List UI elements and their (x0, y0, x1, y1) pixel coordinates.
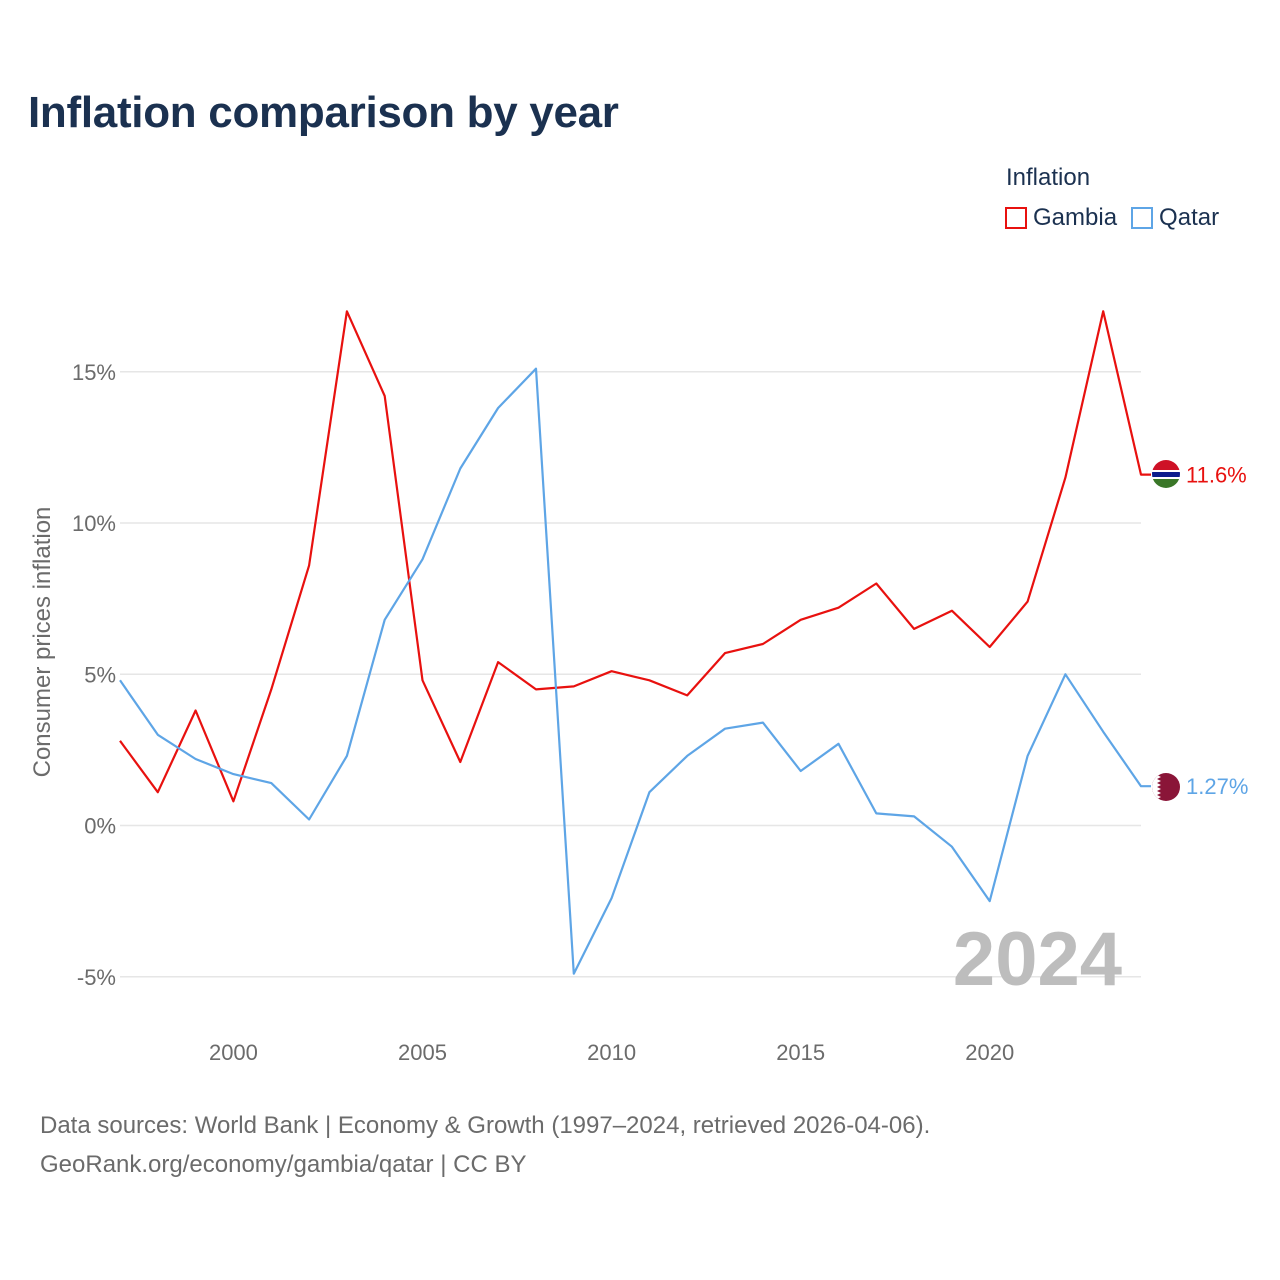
legend-label-qatar: Qatar (1159, 204, 1220, 231)
end-value-label-gambia: 11.6% (1186, 463, 1247, 488)
legend-swatch-gambia (1005, 207, 1027, 229)
x-tick-label: 2000 (209, 1040, 258, 1065)
y-tick-label: 15% (72, 360, 116, 385)
legend: Gambia Qatar (1005, 204, 1219, 232)
x-tick-label: 2020 (965, 1040, 1014, 1065)
series-line-gambia[interactable] (119, 310, 1151, 803)
y-tick-label: 10% (72, 511, 116, 536)
chart-title: Inflation comparison by year (28, 88, 619, 137)
legend-label-gambia: Gambia (1033, 204, 1118, 231)
legend-swatch-qatar (1131, 207, 1154, 229)
x-tick-label: 2005 (398, 1040, 447, 1065)
x-tick-label: 2015 (776, 1040, 825, 1065)
gambia-flag-icon (1152, 460, 1180, 488)
end-value-label-qatar: 1.27% (1186, 774, 1248, 799)
data-sources-note: Data sources: World Bank | Economy & Gro… (40, 1112, 931, 1139)
y-tick-label: -5% (77, 965, 116, 990)
legend-item-gambia[interactable]: Gambia (1005, 204, 1117, 232)
source-url[interactable]: GeoRank.org/economy/gambia/qatar | CC BY (40, 1151, 527, 1178)
footer: Data sources: World Bank | Economy & Gro… (40, 1106, 930, 1184)
year-watermark: 2024 (953, 917, 1122, 1002)
legend-title: Inflation (1006, 164, 1091, 191)
y-axis-label: Consumer prices inflation (29, 507, 56, 778)
y-tick-label: 0% (84, 814, 116, 839)
y-tick-label: 5% (84, 662, 116, 687)
legend-item-qatar[interactable]: Qatar (1131, 204, 1219, 232)
x-tick-label: 2010 (587, 1040, 636, 1065)
qatar-flag-icon (1152, 773, 1180, 801)
series-line-qatar[interactable] (119, 367, 1151, 975)
